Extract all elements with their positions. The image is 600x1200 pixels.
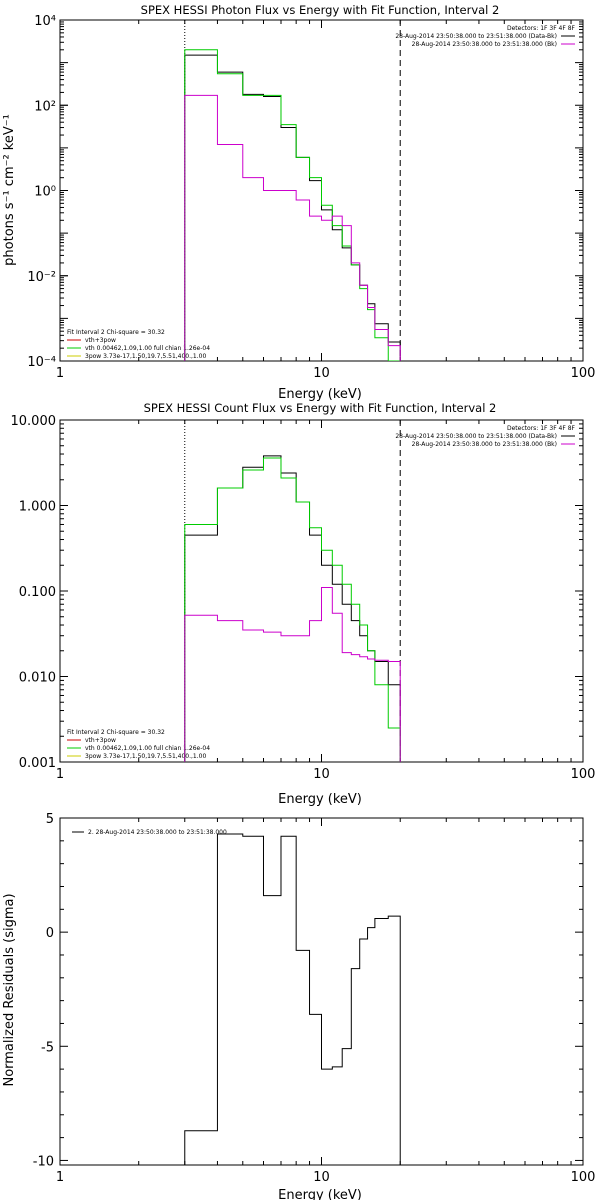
photon-flux-xlabel: Energy (keV) (278, 387, 362, 402)
photon-flux-ylabel: photons s⁻¹ cm⁻² keV⁻¹ (2, 114, 17, 266)
photon-flux-xtick-label: 100 (571, 366, 596, 381)
residuals-series-0 (184, 833, 401, 1165)
residuals-xlabel: Energy (keV) (278, 1188, 362, 1200)
count-flux-legend-bottom: Fit Interval 2 Chi-square = 30.32 vth+3p… (67, 729, 210, 760)
photon-flux-ytick-label: 10⁻⁴ (27, 355, 56, 370)
count-flux-series-2 (184, 586, 401, 762)
photon-flux-legend-databk-label: 28-Aug-2014 23:50:38.000 to 23:51:38.000… (395, 33, 557, 40)
count-flux-panel: SPEX HESSI Count Flux vs Energy with Fit… (11, 401, 596, 807)
residuals-xtick-label: 100 (571, 1170, 596, 1185)
residuals-ytick-label: -10 (33, 1154, 54, 1169)
residuals-xtick-label: 1 (56, 1170, 64, 1185)
photon-flux-series-2 (184, 94, 401, 361)
count-flux-ytick-label: 1.000 (19, 500, 56, 515)
photon-flux-series-0 (184, 54, 401, 361)
count-flux-legend-3pow-label: 3pow 3.73e-17,1.50,19.7,5.51,400.,1.00 (85, 753, 206, 760)
count-flux-legend-bk-label: 28-Aug-2014 23:50:38.000 to 23:51:38.000… (412, 441, 557, 448)
photon-flux-legend-detectors: Detectors: 1F 3F 4F 8F (507, 25, 576, 32)
count-flux-series-1 (184, 457, 401, 762)
residuals-xtick-label: 10 (313, 1170, 330, 1185)
count-flux-ytick-label: 0.001 (19, 756, 56, 771)
residuals-panel: Energy (keV) Normalized Residuals (sigma… (2, 812, 595, 1200)
residuals-legend-label: 2. 28-Aug-2014 23:50:38.000 to 23:51:38.… (88, 829, 227, 836)
count-flux-title: SPEX HESSI Count Flux vs Energy with Fit… (144, 401, 497, 415)
residuals-ytick-label: -5 (41, 1040, 54, 1055)
residuals-ytick-label: 5 (46, 812, 54, 827)
residuals-axes-frame (59, 817, 584, 1166)
count-flux-ytick-label: 10.000 (11, 414, 57, 429)
photon-flux-ytick-label: 10⁴ (34, 14, 56, 29)
count-flux-legend-vth3pow-label: vth+3pow (85, 737, 116, 744)
photon-flux-ytick-label: 10² (34, 99, 56, 114)
count-flux-legend-fit-header: Fit Interval 2 Chi-square = 30.32 (67, 729, 165, 736)
photon-flux-legend-vth-label: vth 0.00462,1.09,1.00 full chian 1.26e-0… (85, 345, 210, 352)
photon-flux-legend-fit-header: Fit Interval 2 Chi-square = 30.32 (67, 329, 165, 336)
count-flux-legend-detectors: Detectors: 1F 3F 4F 8F (507, 425, 576, 432)
count-flux-ytick-label: 0.010 (19, 671, 56, 686)
count-flux-legend-top: 28-Aug-2014 23:50:38.000 to 23:51:38.000… (395, 433, 575, 448)
photon-flux-title: SPEX HESSI Photon Flux vs Energy with Fi… (141, 3, 500, 17)
count-flux-xtick-label: 100 (571, 767, 596, 782)
residuals-ytick-label: 0 (46, 926, 54, 941)
count-flux-xtick-label: 10 (313, 767, 330, 782)
photon-flux-ytick-label: 10⁰ (34, 185, 56, 200)
photon-flux-legend-bk-label: 28-Aug-2014 23:50:38.000 to 23:51:38.000… (412, 41, 557, 48)
residuals-legend: 2. 28-Aug-2014 23:50:38.000 to 23:51:38.… (72, 829, 227, 836)
count-flux-legend-vth-label: vth 0.00462,1.09,1.00 full chian 1.26e-0… (85, 745, 210, 752)
photon-flux-series-1 (184, 49, 401, 361)
count-flux-ytick-label: 0.100 (19, 585, 56, 600)
photon-flux-ytick-label: 10⁻² (27, 270, 56, 285)
photon-flux-panel: SPEX HESSI Photon Flux vs Energy with Fi… (2, 3, 595, 402)
photon-flux-legend-3pow-label: 3pow 3.73e-17,1.50,19.7,5.51,400.,1.00 (85, 353, 206, 360)
count-flux-xlabel: Energy (keV) (278, 792, 362, 807)
photon-flux-legend-top: 28-Aug-2014 23:50:38.000 to 23:51:38.000… (395, 33, 575, 48)
photon-flux-xtick-label: 10 (313, 366, 330, 381)
count-flux-xtick-label: 1 (56, 767, 64, 782)
residuals-ylabel: Normalized Residuals (sigma) (2, 893, 17, 1086)
photon-flux-legend-bottom: Fit Interval 2 Chi-square = 30.32 vth+3p… (67, 329, 210, 360)
count-flux-legend-databk-label: 28-Aug-2014 23:50:38.000 to 23:51:38.000… (395, 433, 557, 440)
photon-flux-xtick-label: 1 (56, 366, 64, 381)
photon-flux-legend-vth3pow-label: vth+3pow (85, 337, 116, 344)
